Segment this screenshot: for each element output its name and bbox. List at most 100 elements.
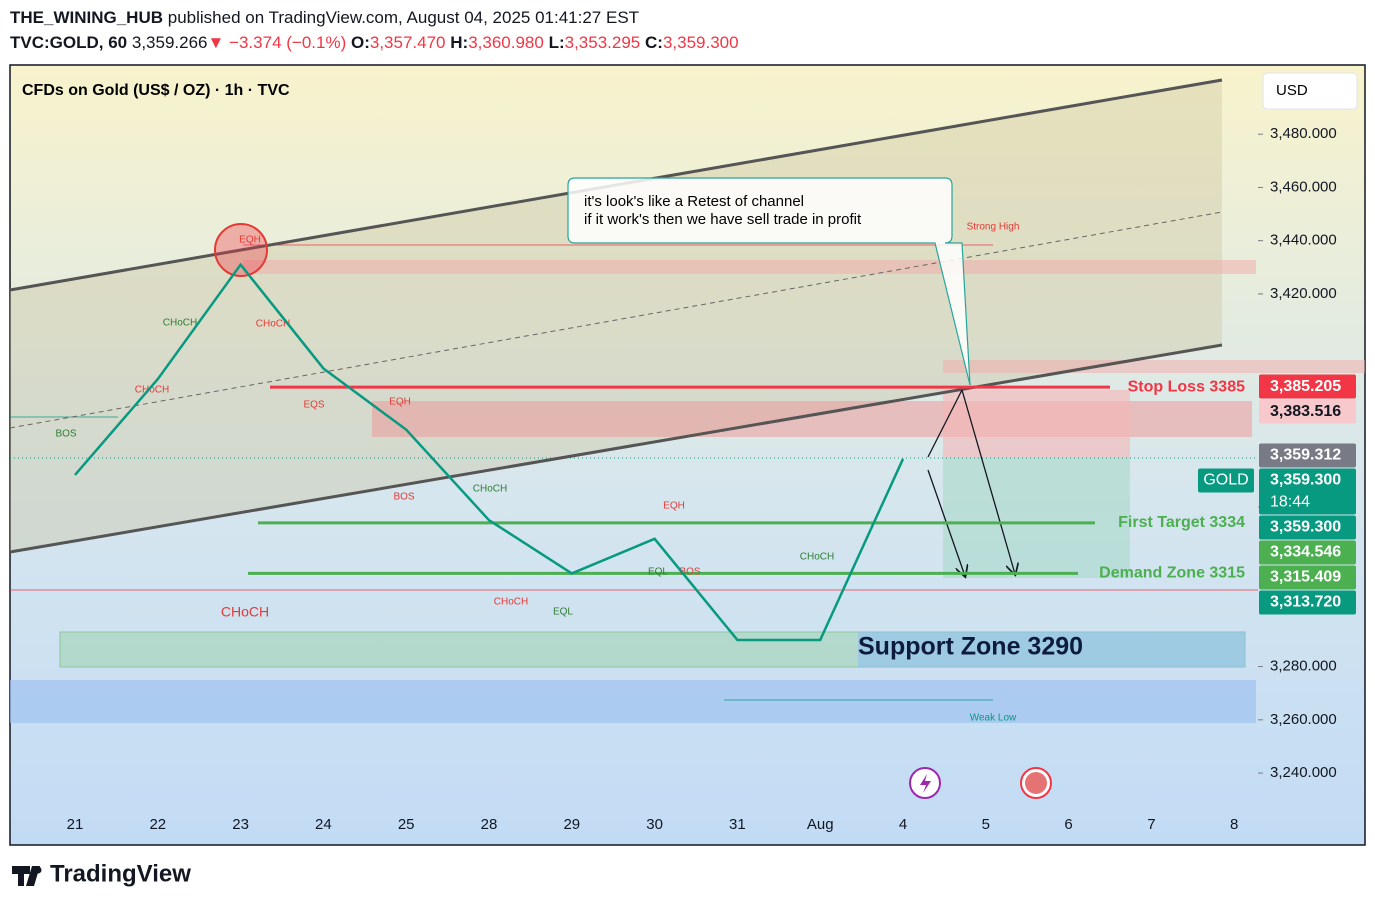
callout-text: it's look's like a Retest of channel <box>584 193 804 210</box>
structure-label: EQH <box>663 501 685 512</box>
blue-zone <box>10 680 1256 723</box>
change: ▼ −3.374 (−0.1%) <box>207 33 347 52</box>
ohlc-key: H: <box>450 33 469 52</box>
channel-mid <box>9 211 1223 429</box>
callout-box <box>567 177 971 386</box>
x-tick-label: 7 <box>1147 816 1155 833</box>
price-label: 3,359.300 <box>1270 519 1341 536</box>
x-tick-label: 5 <box>982 816 990 833</box>
structure-label: CHoCH <box>494 597 528 608</box>
structure-label: BOS <box>55 429 76 440</box>
symbol-tag-bg <box>1198 468 1254 493</box>
y-tick-label: 3,480.000 <box>1270 125 1337 142</box>
red-zone <box>243 260 1256 274</box>
callout-text: if it work's then we have sell trade in … <box>584 211 862 228</box>
published: published on TradingView.com, August 04,… <box>167 8 640 27</box>
structure-label: CHoCH <box>473 484 507 495</box>
arrow <box>927 389 963 458</box>
x-tick-label: 6 <box>1064 816 1072 833</box>
price-label-bg <box>1259 443 1356 468</box>
ohlc-value: 3,359.300 <box>662 33 739 52</box>
x-tick-label: Aug <box>807 816 834 833</box>
x-tick-label: 4 <box>899 816 907 833</box>
publish-line: THE_WINING_HUB published on TradingView.… <box>10 8 639 28</box>
structure-label: EQL <box>648 567 668 578</box>
flag-icon <box>1025 772 1047 794</box>
currency-button[interactable] <box>1262 72 1358 110</box>
structure-label: CHoCH <box>163 318 197 329</box>
structure-label: EQS <box>303 400 324 411</box>
highlight-circle <box>214 223 268 277</box>
arrow <box>961 389 1015 574</box>
logo <box>34 866 42 874</box>
structure-label: CHoCH <box>221 604 269 620</box>
price-label-bg <box>1259 374 1356 399</box>
y-tick-label: 3,280.000 <box>1270 658 1337 675</box>
x-tick-label: 23 <box>232 816 249 833</box>
price-label-bg <box>1259 515 1356 540</box>
ohlc-value: 3,360.980 <box>468 33 544 52</box>
ohlc-value: 3,357.470 <box>369 33 446 52</box>
chart-title: CFDs on Gold (US$ / OZ) · 1h · TVC <box>22 82 290 99</box>
y-tick-label: 3,440.000 <box>1270 232 1337 249</box>
price-label-bg <box>1259 540 1356 565</box>
price-label: 3,334.546 <box>1270 544 1341 561</box>
price-label: 3,315.409 <box>1270 569 1341 586</box>
y-tick-label: 3,420.000 <box>1270 285 1337 302</box>
price-label: 3,359.300 <box>1270 472 1341 489</box>
price-label: 3,385.205 <box>1270 378 1341 395</box>
ohlc-value: 3,353.295 <box>564 33 641 52</box>
ohlc-key: C: <box>645 33 663 52</box>
structure-label: Weak Low <box>970 713 1017 724</box>
x-tick-label: 28 <box>481 816 498 833</box>
x-tick-label: 8 <box>1230 816 1238 833</box>
x-tick-label: 30 <box>646 816 663 833</box>
structure-label: EQH <box>239 235 261 246</box>
reward-box <box>943 458 1130 578</box>
channel-lower <box>9 343 1223 554</box>
y-tick-label: 3,240.000 <box>1270 764 1337 781</box>
structure-label: EQL <box>553 607 573 618</box>
x-tick-label: 22 <box>149 816 166 833</box>
level-label: First Target 3334 <box>1118 514 1245 531</box>
x-tick-label: 24 <box>315 816 332 833</box>
symbol: TVC:GOLD, 60 <box>10 33 128 52</box>
structure-label: BOS <box>393 492 414 503</box>
price-label-bg <box>1259 399 1356 424</box>
price-label-bg <box>1259 590 1356 615</box>
price-label-bg <box>1259 565 1356 590</box>
price-label-bg <box>1259 468 1356 515</box>
support-zone-label: Support Zone 3290 <box>858 633 1083 661</box>
level-label: Stop Loss 3385 <box>1128 378 1245 395</box>
structure-label: BOS <box>679 567 700 578</box>
price-label: 3,359.312 <box>1270 447 1341 464</box>
symbol-line: TVC:GOLD, 60 3,359.266▼ −3.374 (−0.1%) O… <box>10 33 739 53</box>
structure-label: Strong High <box>967 222 1020 233</box>
support-label-bg <box>858 632 1245 667</box>
red-zone <box>943 360 1365 373</box>
price-label-sub: 18:44 <box>1270 494 1310 511</box>
structure-label: EQH <box>389 397 411 408</box>
ohlc-key: O: <box>350 33 370 52</box>
structure-label: CHoCH <box>135 385 169 396</box>
x-tick-label: 21 <box>67 816 84 833</box>
last-price: 3,359.266 <box>131 33 208 52</box>
logo <box>12 866 40 886</box>
ohlc-key: L: <box>548 33 565 52</box>
brand: TradingView <box>50 860 191 887</box>
author: THE_WINING_HUB <box>10 8 164 27</box>
price-line <box>74 262 905 642</box>
symbol-tag: GOLD <box>1203 472 1248 489</box>
structure-label: CHoCH <box>256 319 290 330</box>
x-tick-label: 29 <box>563 816 580 833</box>
y-tick-label: 3,460.000 <box>1270 178 1337 195</box>
y-tick-label: 3,260.000 <box>1270 711 1337 728</box>
risk-box <box>943 390 1130 458</box>
structure-label: CHoCH <box>800 552 834 563</box>
x-tick-label: 25 <box>398 816 415 833</box>
level-label: Demand Zone 3315 <box>1099 565 1245 582</box>
ohlc: O:3,357.470 H:3,360.980 L:3,353.295 C:3,… <box>351 33 739 52</box>
event-icon-glyph <box>920 774 931 793</box>
